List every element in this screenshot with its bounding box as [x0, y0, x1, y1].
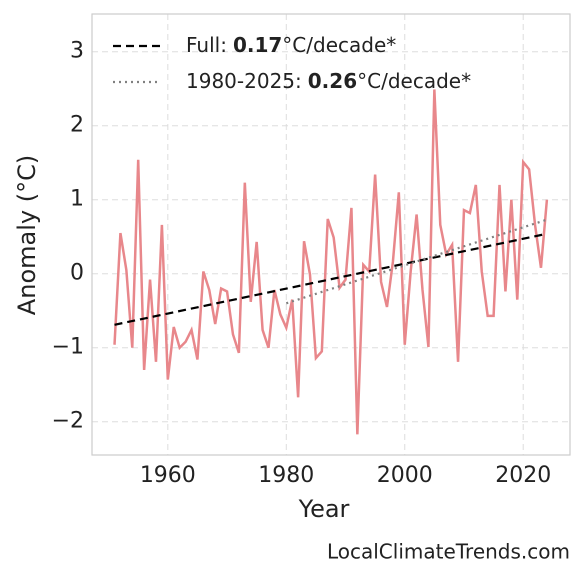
legend-label: 1980-2025: 0.26°C/decade*: [186, 69, 471, 93]
y-tick-label: 3: [70, 39, 84, 64]
legend-unit: °C/decade*: [357, 69, 471, 93]
watermark: LocalClimateTrends.com: [327, 540, 570, 564]
x-tick-label: 2000: [377, 463, 433, 488]
legend-unit: °C/decade*: [282, 33, 396, 57]
legend-rate: 0.17: [233, 33, 282, 57]
y-tick-label: 0: [70, 261, 84, 286]
trend-line: [114, 232, 548, 326]
legend-name: Full:: [186, 33, 227, 57]
y-tick-label: 1: [70, 187, 84, 212]
y-tick-label: −2: [52, 409, 84, 434]
legend-label: Full: 0.17°C/decade*: [186, 33, 396, 57]
x-tick-label: 2020: [495, 463, 551, 488]
y-tick-label: −1: [52, 335, 84, 360]
x-axis-label: Year: [298, 495, 350, 523]
legend-name: 1980-2025:: [186, 69, 302, 93]
y-tick-label: 2: [70, 113, 84, 138]
y-axis-label: Anomaly (°C): [13, 155, 41, 315]
data-line: [113, 89, 549, 435]
plot-frame: [91, 13, 571, 456]
trend-line: [285, 218, 548, 305]
legend-rate: 0.26: [308, 69, 357, 93]
x-tick-label: 1960: [140, 463, 196, 488]
x-tick-label: 1980: [258, 463, 314, 488]
